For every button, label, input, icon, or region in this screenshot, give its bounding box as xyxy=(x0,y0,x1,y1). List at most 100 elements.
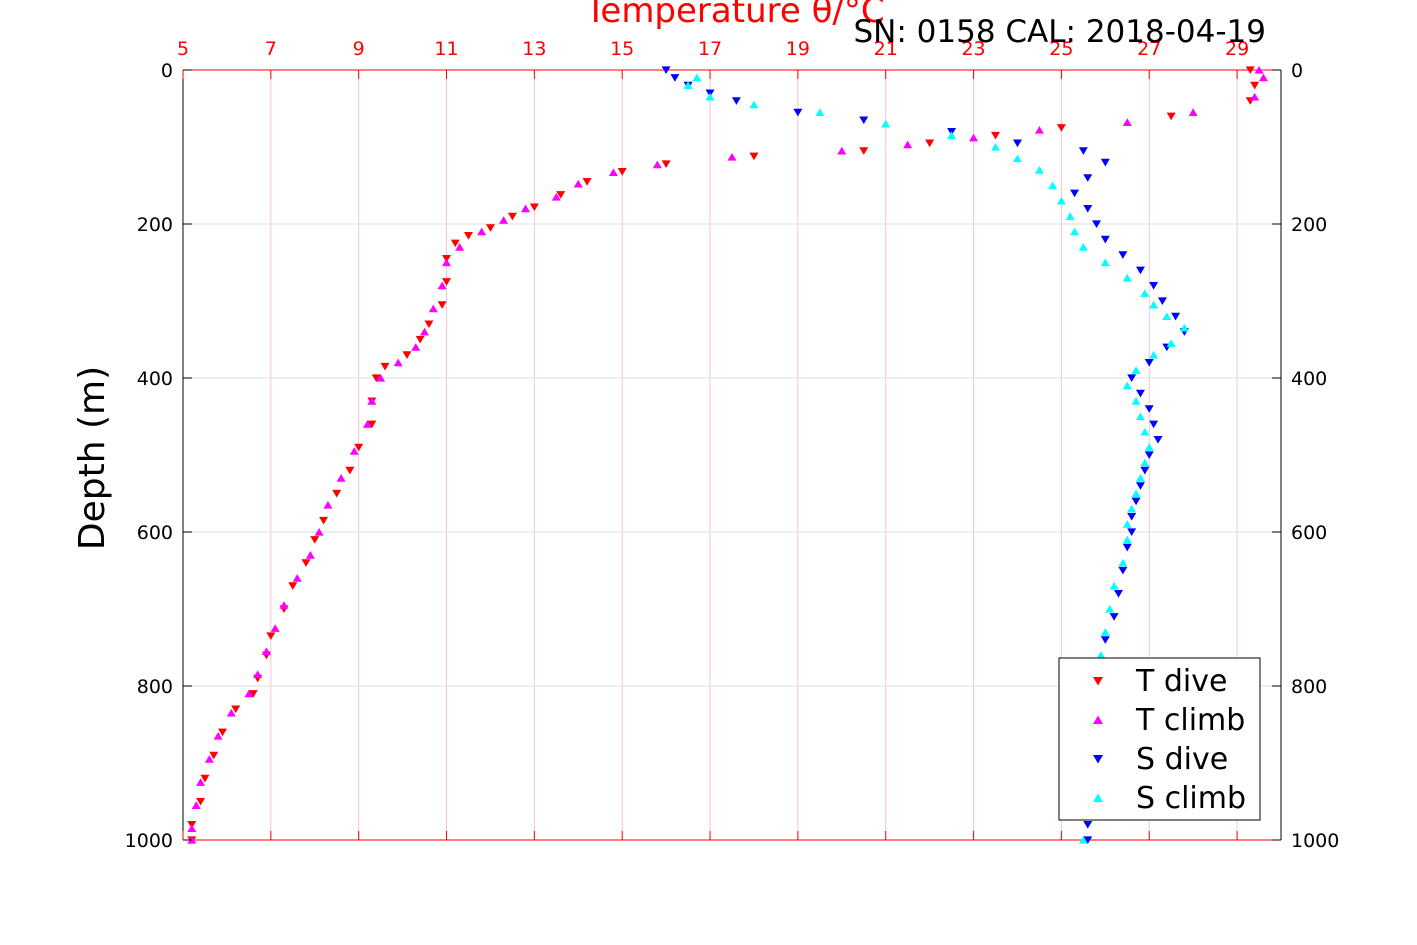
series-t-dive xyxy=(187,66,1260,845)
point-s-climb xyxy=(991,142,1001,151)
point-t-climb xyxy=(187,824,197,833)
point-t-dive xyxy=(266,632,276,640)
point-t-dive xyxy=(209,751,219,760)
point-t-dive xyxy=(463,231,473,240)
point-t-dive xyxy=(354,443,364,452)
point-s-climb xyxy=(683,81,693,89)
x-tick-label: 19 xyxy=(786,38,810,60)
point-s-dive xyxy=(1153,436,1163,444)
point-s-climb xyxy=(1012,154,1022,163)
point-t-climb xyxy=(314,527,324,536)
y-axis-label: Depth (m) xyxy=(72,366,113,550)
point-s-climb xyxy=(1065,212,1075,220)
point-s-dive xyxy=(1135,482,1145,490)
point-s-climb xyxy=(1166,339,1176,347)
x-tick-label: 23 xyxy=(961,38,985,60)
point-t-climb xyxy=(455,243,465,251)
point-s-climb xyxy=(1100,258,1110,267)
point-t-climb xyxy=(551,193,561,201)
point-s-climb xyxy=(1105,604,1115,613)
point-t-dive xyxy=(218,728,228,737)
point-s-dive xyxy=(859,116,869,125)
point-t-climb xyxy=(367,397,377,405)
point-t-climb xyxy=(279,601,289,609)
point-s-dive xyxy=(1135,266,1145,275)
y-tick-label-left: 1000 xyxy=(125,830,173,852)
point-t-dive xyxy=(1250,81,1260,90)
point-s-climb xyxy=(749,100,759,109)
point-s-climb xyxy=(947,131,957,140)
x-tick-label: 13 xyxy=(522,38,546,60)
point-t-dive xyxy=(196,797,206,806)
point-s-dive xyxy=(1092,220,1102,229)
y-tick-label-right: 1000 xyxy=(1291,830,1339,852)
point-s-dive xyxy=(1144,359,1154,367)
point-s-dive xyxy=(731,97,741,105)
point-t-climb xyxy=(292,574,302,582)
point-s-climb xyxy=(1096,651,1106,659)
point-t-dive xyxy=(332,489,342,498)
legend-label-t-climb: T climb xyxy=(1135,703,1245,738)
point-t-dive xyxy=(367,420,377,429)
point-s-dive xyxy=(1100,636,1110,644)
point-t-climb xyxy=(261,647,271,655)
point-s-dive xyxy=(1131,497,1141,506)
legend-label-t-dive: T dive xyxy=(1135,664,1227,699)
point-s-dive xyxy=(1157,297,1167,306)
point-t-dive xyxy=(442,278,452,286)
legend-label-s-dive: S dive xyxy=(1136,742,1228,777)
point-s-climb xyxy=(1149,350,1159,359)
point-t-climb xyxy=(1250,92,1260,101)
legend-label-s-climb: S climb xyxy=(1136,781,1246,816)
point-s-climb xyxy=(1131,397,1141,405)
point-t-dive xyxy=(450,239,460,248)
point-s-dive xyxy=(1070,189,1080,198)
point-t-dive xyxy=(371,374,381,383)
point-t-dive xyxy=(661,160,671,168)
point-t-dive xyxy=(380,362,390,371)
point-t-dive xyxy=(288,582,298,590)
point-s-climb xyxy=(1131,366,1141,374)
point-t-climb xyxy=(499,216,509,224)
point-s-dive xyxy=(1144,405,1154,413)
legend-box xyxy=(1058,657,1261,821)
point-s-dive xyxy=(670,74,680,82)
point-s-climb xyxy=(1109,581,1119,590)
y-tick-label-right: 0 xyxy=(1291,60,1303,82)
x-tick-label: 11 xyxy=(434,38,458,60)
point-t-climb xyxy=(837,146,847,155)
point-t-climb xyxy=(244,689,254,698)
point-t-dive xyxy=(415,335,425,344)
point-s-climb xyxy=(1140,427,1150,436)
point-t-dive xyxy=(859,147,869,155)
point-t-climb xyxy=(1122,118,1132,126)
point-t-dive xyxy=(200,774,210,783)
legend: T dive T climb S dive S climb xyxy=(1058,657,1261,821)
point-s-climb xyxy=(1034,166,1044,174)
point-t-climb xyxy=(969,133,979,142)
y-tick-label-left: 600 xyxy=(137,522,173,544)
point-s-climb xyxy=(1149,300,1159,309)
point-s-dive xyxy=(1118,566,1128,575)
point-t-climb xyxy=(573,179,583,188)
point-s-climb xyxy=(1122,535,1132,544)
point-s-climb xyxy=(1135,474,1145,482)
point-t-climb xyxy=(1188,108,1198,116)
point-s-climb xyxy=(1122,381,1132,390)
point-s-climb xyxy=(1056,196,1066,205)
point-s-dive xyxy=(1122,543,1132,552)
point-t-climb xyxy=(393,358,403,367)
point-s-climb xyxy=(881,119,891,128)
point-t-climb xyxy=(253,670,263,679)
point-t-dive xyxy=(529,203,539,212)
point-s-climb xyxy=(1122,273,1132,282)
plot-frame xyxy=(182,69,1282,841)
point-s-climb xyxy=(1122,520,1132,528)
point-t-climb xyxy=(903,140,913,149)
point-t-climb xyxy=(1034,126,1044,134)
point-t-climb xyxy=(608,168,618,177)
x-tick-label: 7 xyxy=(265,38,277,60)
point-s-climb xyxy=(1179,323,1189,332)
y-tick-label-left: 800 xyxy=(137,676,173,698)
point-t-climb xyxy=(213,732,223,740)
